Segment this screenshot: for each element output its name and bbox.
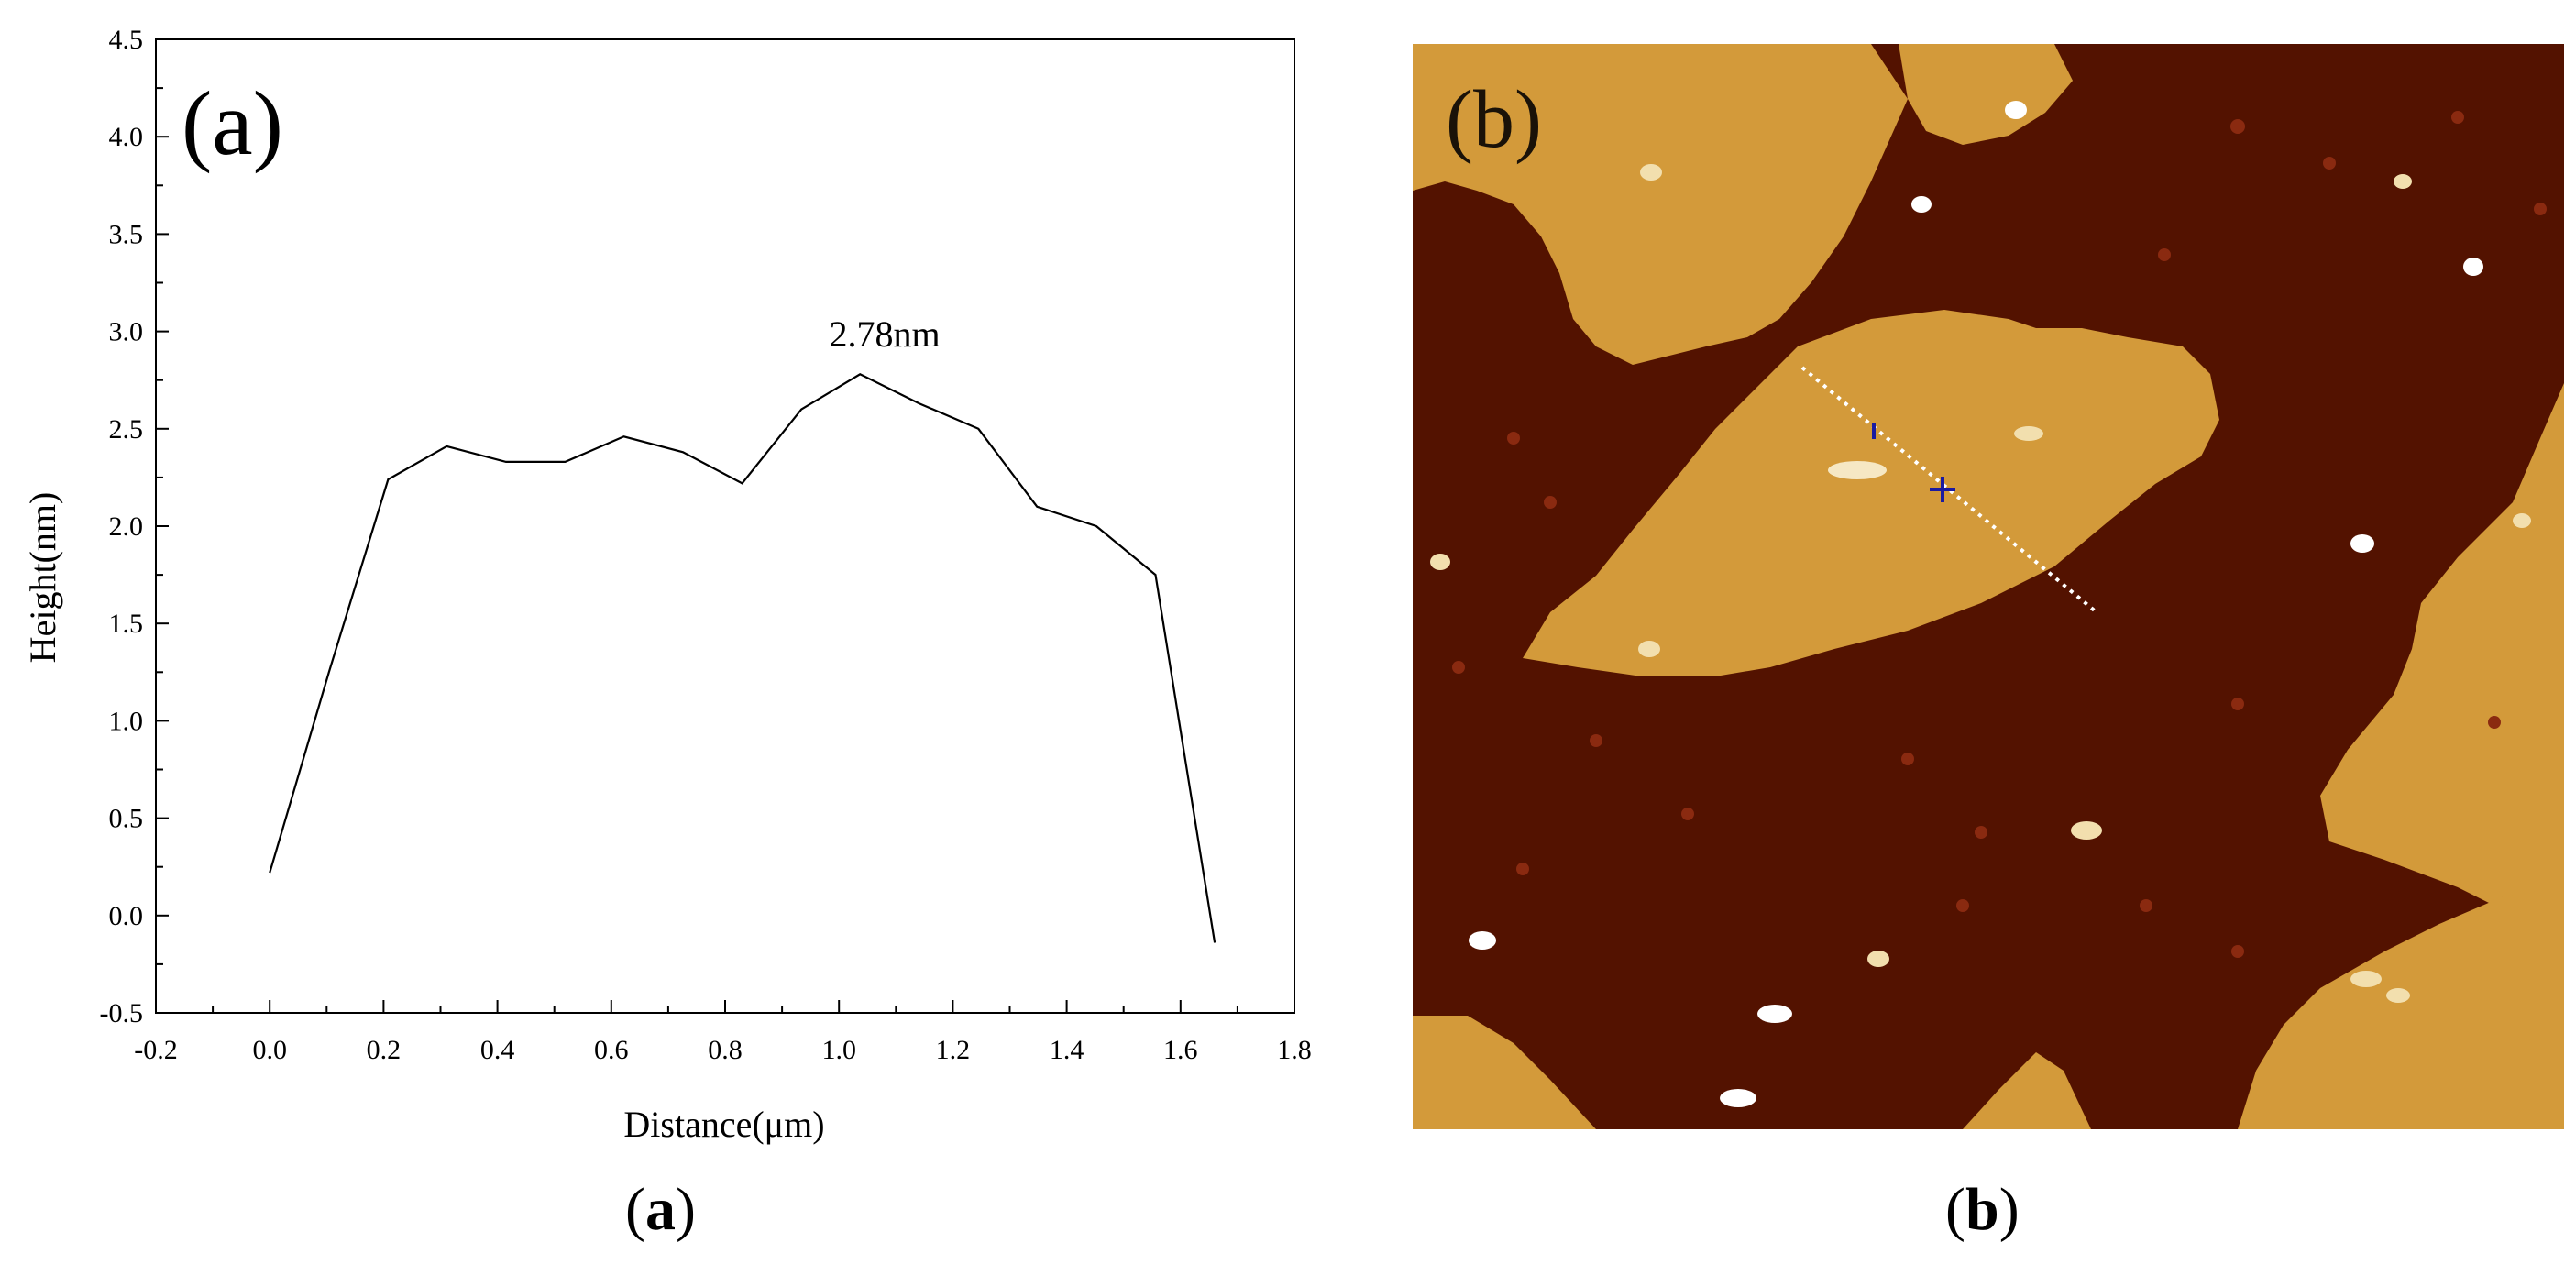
y-tick-label: 3.5 [109,219,144,249]
y-tick-label: 1.0 [109,706,144,736]
x-tick-label: 0.4 [480,1035,515,1065]
caption-a-letter: a [644,1176,676,1243]
x-tick-label: 0.0 [252,1035,287,1065]
flake-center [1523,310,2219,676]
flake-top-center [1899,44,2073,145]
flake-top-left [1413,44,1908,365]
flake-bottom-center [1963,1052,2091,1129]
flake-bottom-left [1413,1016,1596,1129]
x-axis-title: Distance(μm) [623,1104,824,1145]
caption-b: (b) [1945,1176,2020,1243]
y-axis-title: Height(nm) [22,492,63,664]
y-tick-label: 3.0 [109,317,144,347]
y-tick-label: 2.0 [109,511,144,542]
x-tick-label: 1.8 [1277,1035,1312,1065]
x-tick-label: 1.0 [821,1035,856,1065]
y-tick-label: 0.5 [109,804,144,834]
x-tick-label: -0.2 [134,1035,178,1065]
y-tick-label: 0.0 [109,901,144,931]
x-tick-label: 1.2 [936,1035,971,1065]
y-tick-label: 4.0 [109,122,144,152]
x-tick-label: 0.2 [367,1035,402,1065]
y-tick-label: 1.5 [109,609,144,639]
height-profile-chart: -0.5 0.0 0.5 1.0 1.5 2.0 2.5 3.0 3.5 4.0 4.5 -0.2 0… [22,25,1312,1145]
afm-height-image: (b) [1413,44,2564,1129]
y-tick-label: 2.5 [109,414,144,445]
panel-a-tag: (a) [182,72,283,174]
caption-b-letter: b [1965,1176,1999,1243]
x-tick-label: 1.6 [1163,1035,1198,1065]
peak-annotation: 2.78nm [829,313,940,355]
plot-frame-box [155,38,1295,1014]
x-tick-label: 1.4 [1050,1035,1084,1065]
profile-cursor-marker [1872,423,1955,502]
x-tick-label: 0.6 [594,1035,629,1065]
flake-bottom-right [2238,887,2564,1129]
y-tick-label: 4.5 [109,25,144,55]
y-tick-label: -0.5 [100,998,144,1028]
height-profile-line [269,373,1216,943]
caption-a: (a) [625,1176,696,1243]
panel-b-tag: (b) [1446,74,1542,165]
flake-right [2320,383,2564,915]
x-tick-label: 0.8 [708,1035,743,1065]
